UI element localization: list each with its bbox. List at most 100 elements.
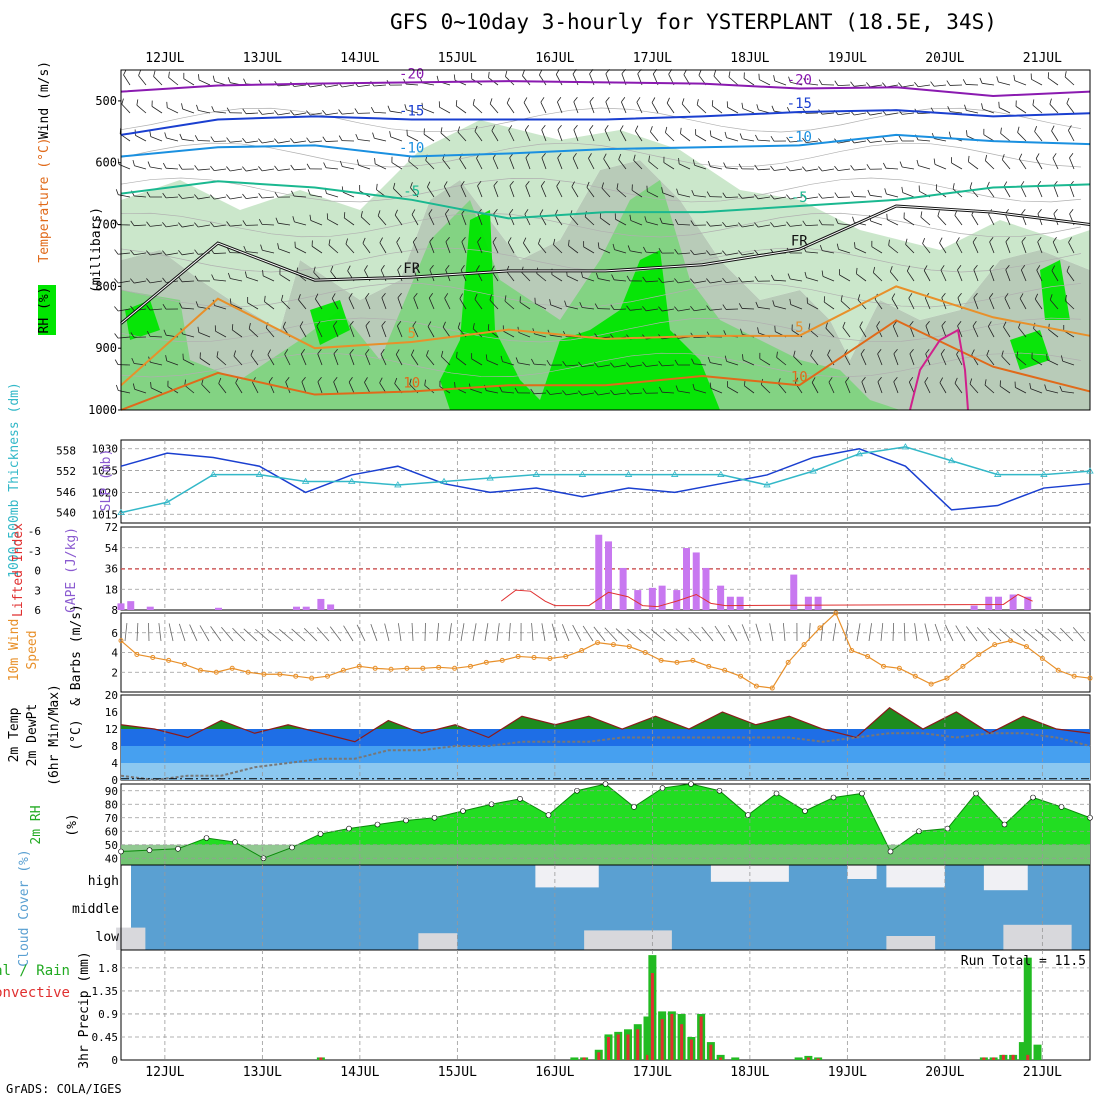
wind-barb <box>499 386 515 394</box>
wind10m-marker <box>388 666 394 672</box>
wind-barb-flag <box>642 388 647 394</box>
wind-barb-staff <box>246 168 259 172</box>
wind-barb-flag <box>485 354 488 361</box>
wind-barb-flag <box>489 98 493 105</box>
wind-barb-flag <box>114 333 119 339</box>
li-tick-label: 6 <box>34 604 41 617</box>
wind-barb <box>924 377 931 394</box>
wind-barb-staff <box>439 106 451 114</box>
wind-barb <box>722 250 739 256</box>
wind10m-barb <box>472 623 477 642</box>
wind-barb-staff <box>362 243 371 254</box>
wind-barb-flag <box>1069 152 1074 159</box>
wind-barb-flag <box>397 264 402 271</box>
wind-barb-flag <box>146 221 151 227</box>
wind-barb-staff <box>491 130 499 142</box>
wind-barb <box>802 166 819 172</box>
wind-barb <box>227 272 243 282</box>
wind-barb-flag <box>891 293 896 299</box>
wind-barb-flag <box>162 277 167 283</box>
wind-barb-flag <box>362 237 366 244</box>
wind-barb-flag <box>376 183 378 190</box>
wind-barb-flag <box>690 305 695 312</box>
bottom-date-label: 12JUL <box>145 1065 184 1080</box>
wind-barb-flag <box>505 70 508 77</box>
wind-barb-flag <box>568 239 570 246</box>
wind-barb-staff <box>294 84 307 87</box>
wind-barb-staff <box>710 387 723 394</box>
wind-barb-staff <box>235 382 243 394</box>
cloud-low-block <box>116 927 146 950</box>
rh2m-tick-label: 70 <box>105 812 118 825</box>
rh2m-marker <box>118 848 124 855</box>
li-tick-label: -6 <box>28 525 41 538</box>
wind10m-marker <box>896 665 902 671</box>
wind-barb-flag <box>330 265 334 272</box>
wind-barb-staff <box>651 102 659 114</box>
precip-total-bar <box>643 1016 652 1060</box>
wind-barb-staff <box>278 222 291 226</box>
top-date-label: 14JUL <box>340 51 379 66</box>
wind-barb <box>690 220 707 226</box>
cape-bar <box>302 606 310 610</box>
wind-barb-staff <box>695 134 707 142</box>
thickness-tick-label: 540 <box>56 507 76 520</box>
wind-barb-staff <box>429 241 435 254</box>
wind-barb-flag <box>299 321 304 327</box>
wind-barb-flag <box>898 135 903 142</box>
wind-barb <box>411 349 419 366</box>
wind-barb-flag <box>393 182 396 189</box>
wind-barb-staff <box>1004 213 1011 226</box>
wind-barb <box>828 377 835 394</box>
wind-barb <box>658 360 675 367</box>
wind-barb <box>981 103 995 114</box>
wind-barb-staff <box>214 196 227 200</box>
wind-barb-staff <box>908 381 915 394</box>
wind-barb-staff <box>456 357 467 366</box>
wind-barb-staff <box>694 195 707 198</box>
wind-barb-flag <box>739 133 743 140</box>
wind-barb <box>441 350 451 366</box>
thickness-marker <box>901 443 910 450</box>
wind-barb-staff <box>726 224 739 228</box>
wind-barb-staff <box>1017 132 1027 142</box>
wind-barb-staff <box>509 157 515 170</box>
wind-barb-staff <box>758 196 771 200</box>
wind10m-marker <box>769 685 775 691</box>
wind-barb <box>619 125 627 142</box>
wind-barb <box>899 161 915 170</box>
wind-barb <box>589 124 595 142</box>
wind-barb <box>365 292 371 310</box>
wind-barb <box>626 389 643 395</box>
wind-barb-staff <box>230 168 243 172</box>
isotherm-line-m10 <box>120 133 1091 158</box>
precip-conv-bar <box>319 1057 323 1060</box>
wind-barb-flag <box>365 320 370 326</box>
wind-barb-flag <box>211 106 215 112</box>
wind-barb <box>998 101 1011 114</box>
precip-conv-bar <box>660 1019 664 1060</box>
wind-barb <box>210 165 227 172</box>
bottom-date-label: 13JUL <box>243 1065 282 1080</box>
wind-barb <box>1013 74 1027 86</box>
wind-barb-staff <box>393 188 403 198</box>
temperature-legend-label: Temperature (°C) <box>37 137 52 262</box>
wind10m-marker <box>515 653 521 659</box>
wind-barb-flag <box>554 209 558 216</box>
precip-conv-bar <box>626 1034 630 1060</box>
wind-barb-staff <box>874 298 883 310</box>
wind-barb-flag <box>507 237 512 243</box>
wind-barb <box>818 219 835 226</box>
top-date-label: 19JUL <box>828 51 867 66</box>
wind-barb-flag <box>604 125 609 131</box>
wind-barb-staff <box>246 196 259 199</box>
isotherm-label: 10 <box>403 375 420 391</box>
wind-barb-staff <box>761 384 771 394</box>
cape-bar <box>595 534 603 610</box>
wind-barb-staff <box>678 280 691 284</box>
wind-barb <box>706 278 723 284</box>
wind-barb-staff <box>905 244 915 254</box>
wind-barb <box>178 276 195 283</box>
wind-barb <box>445 208 451 226</box>
wind-barb-staff <box>150 387 163 394</box>
